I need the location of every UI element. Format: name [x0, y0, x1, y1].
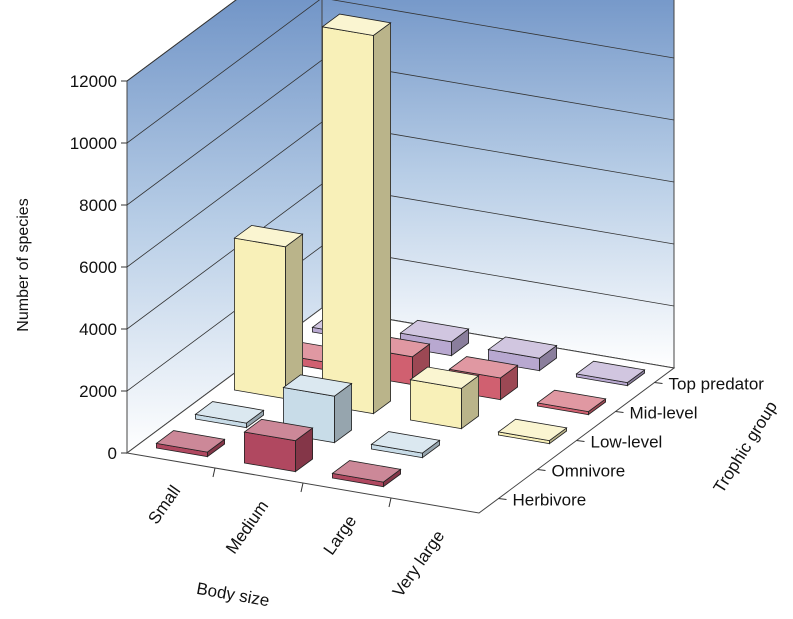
bar-front: [233, 237, 286, 400]
y-tick-labels: 0 2000 4000 6000 8000 10000 12000: [70, 72, 127, 463]
x-tick: [388, 497, 392, 508]
z-tick: [537, 469, 546, 471]
x-category-label: Very large: [389, 527, 448, 601]
bar-top: [331, 460, 402, 483]
bar-top: [321, 13, 392, 36]
y-tick-label: 10000: [70, 134, 117, 153]
series-label: Low-level: [591, 433, 663, 452]
y-tick-label: 8000: [79, 196, 117, 215]
bar-top: [233, 224, 304, 248]
x-tick: [212, 467, 216, 478]
bar: [536, 389, 607, 416]
series-label: Mid-level: [630, 404, 698, 423]
bar: [487, 336, 558, 372]
bar-top: [282, 374, 353, 397]
series-label: Omnivore: [552, 462, 626, 481]
bar-top: [243, 418, 314, 442]
bar: [233, 224, 304, 400]
z-tick: [654, 382, 663, 384]
gridline: [126, 0, 237, 82]
bar-top: [194, 401, 265, 424]
bar-top: [409, 366, 480, 389]
bar-top: [399, 319, 470, 343]
x-category-label: Large: [320, 512, 361, 559]
series-labels: Herbivore Omnivore Low-level Mid-level Top p…: [498, 375, 765, 510]
bar-side: [284, 233, 304, 400]
x-category-label: Small: [144, 482, 184, 528]
y-axis-title: Number of species: [15, 198, 32, 331]
y-tick-label: 12000: [70, 72, 117, 91]
chart-walls: [126, 0, 675, 454]
bar: [409, 366, 480, 430]
series-label: Herbivore: [513, 491, 587, 510]
y-tick-label: 2000: [79, 382, 117, 401]
y-tick-label: 6000: [79, 258, 117, 277]
z-tick: [576, 440, 585, 442]
series-label: Top predator: [669, 375, 765, 394]
x-tick: [300, 482, 304, 493]
z-axis-title: Trophic group: [710, 398, 781, 496]
gridline: [126, 0, 675, 144]
bar-top: [370, 431, 441, 454]
bar: [370, 431, 441, 459]
bar-top: [155, 430, 226, 453]
bar: [194, 401, 265, 429]
bar: [575, 360, 646, 387]
bar: [331, 460, 402, 488]
bar-front: [321, 26, 374, 415]
bar-top: [448, 356, 519, 379]
bar: [321, 13, 392, 415]
x-category-label: Medium: [222, 497, 272, 557]
bar: [243, 418, 314, 473]
bar-side: [372, 22, 392, 415]
y-tick-label: 0: [108, 444, 117, 463]
bar-top: [575, 360, 646, 384]
bar-top: [497, 418, 568, 442]
bar: [155, 430, 226, 458]
y-tick-label: 4000: [79, 320, 117, 339]
bar-top: [536, 389, 607, 413]
bars: [155, 13, 646, 488]
z-tick: [615, 411, 624, 413]
bar-top: [487, 336, 558, 359]
x-axis-title: Body size: [195, 579, 271, 611]
bar: [497, 418, 568, 445]
z-tick: [498, 498, 507, 500]
